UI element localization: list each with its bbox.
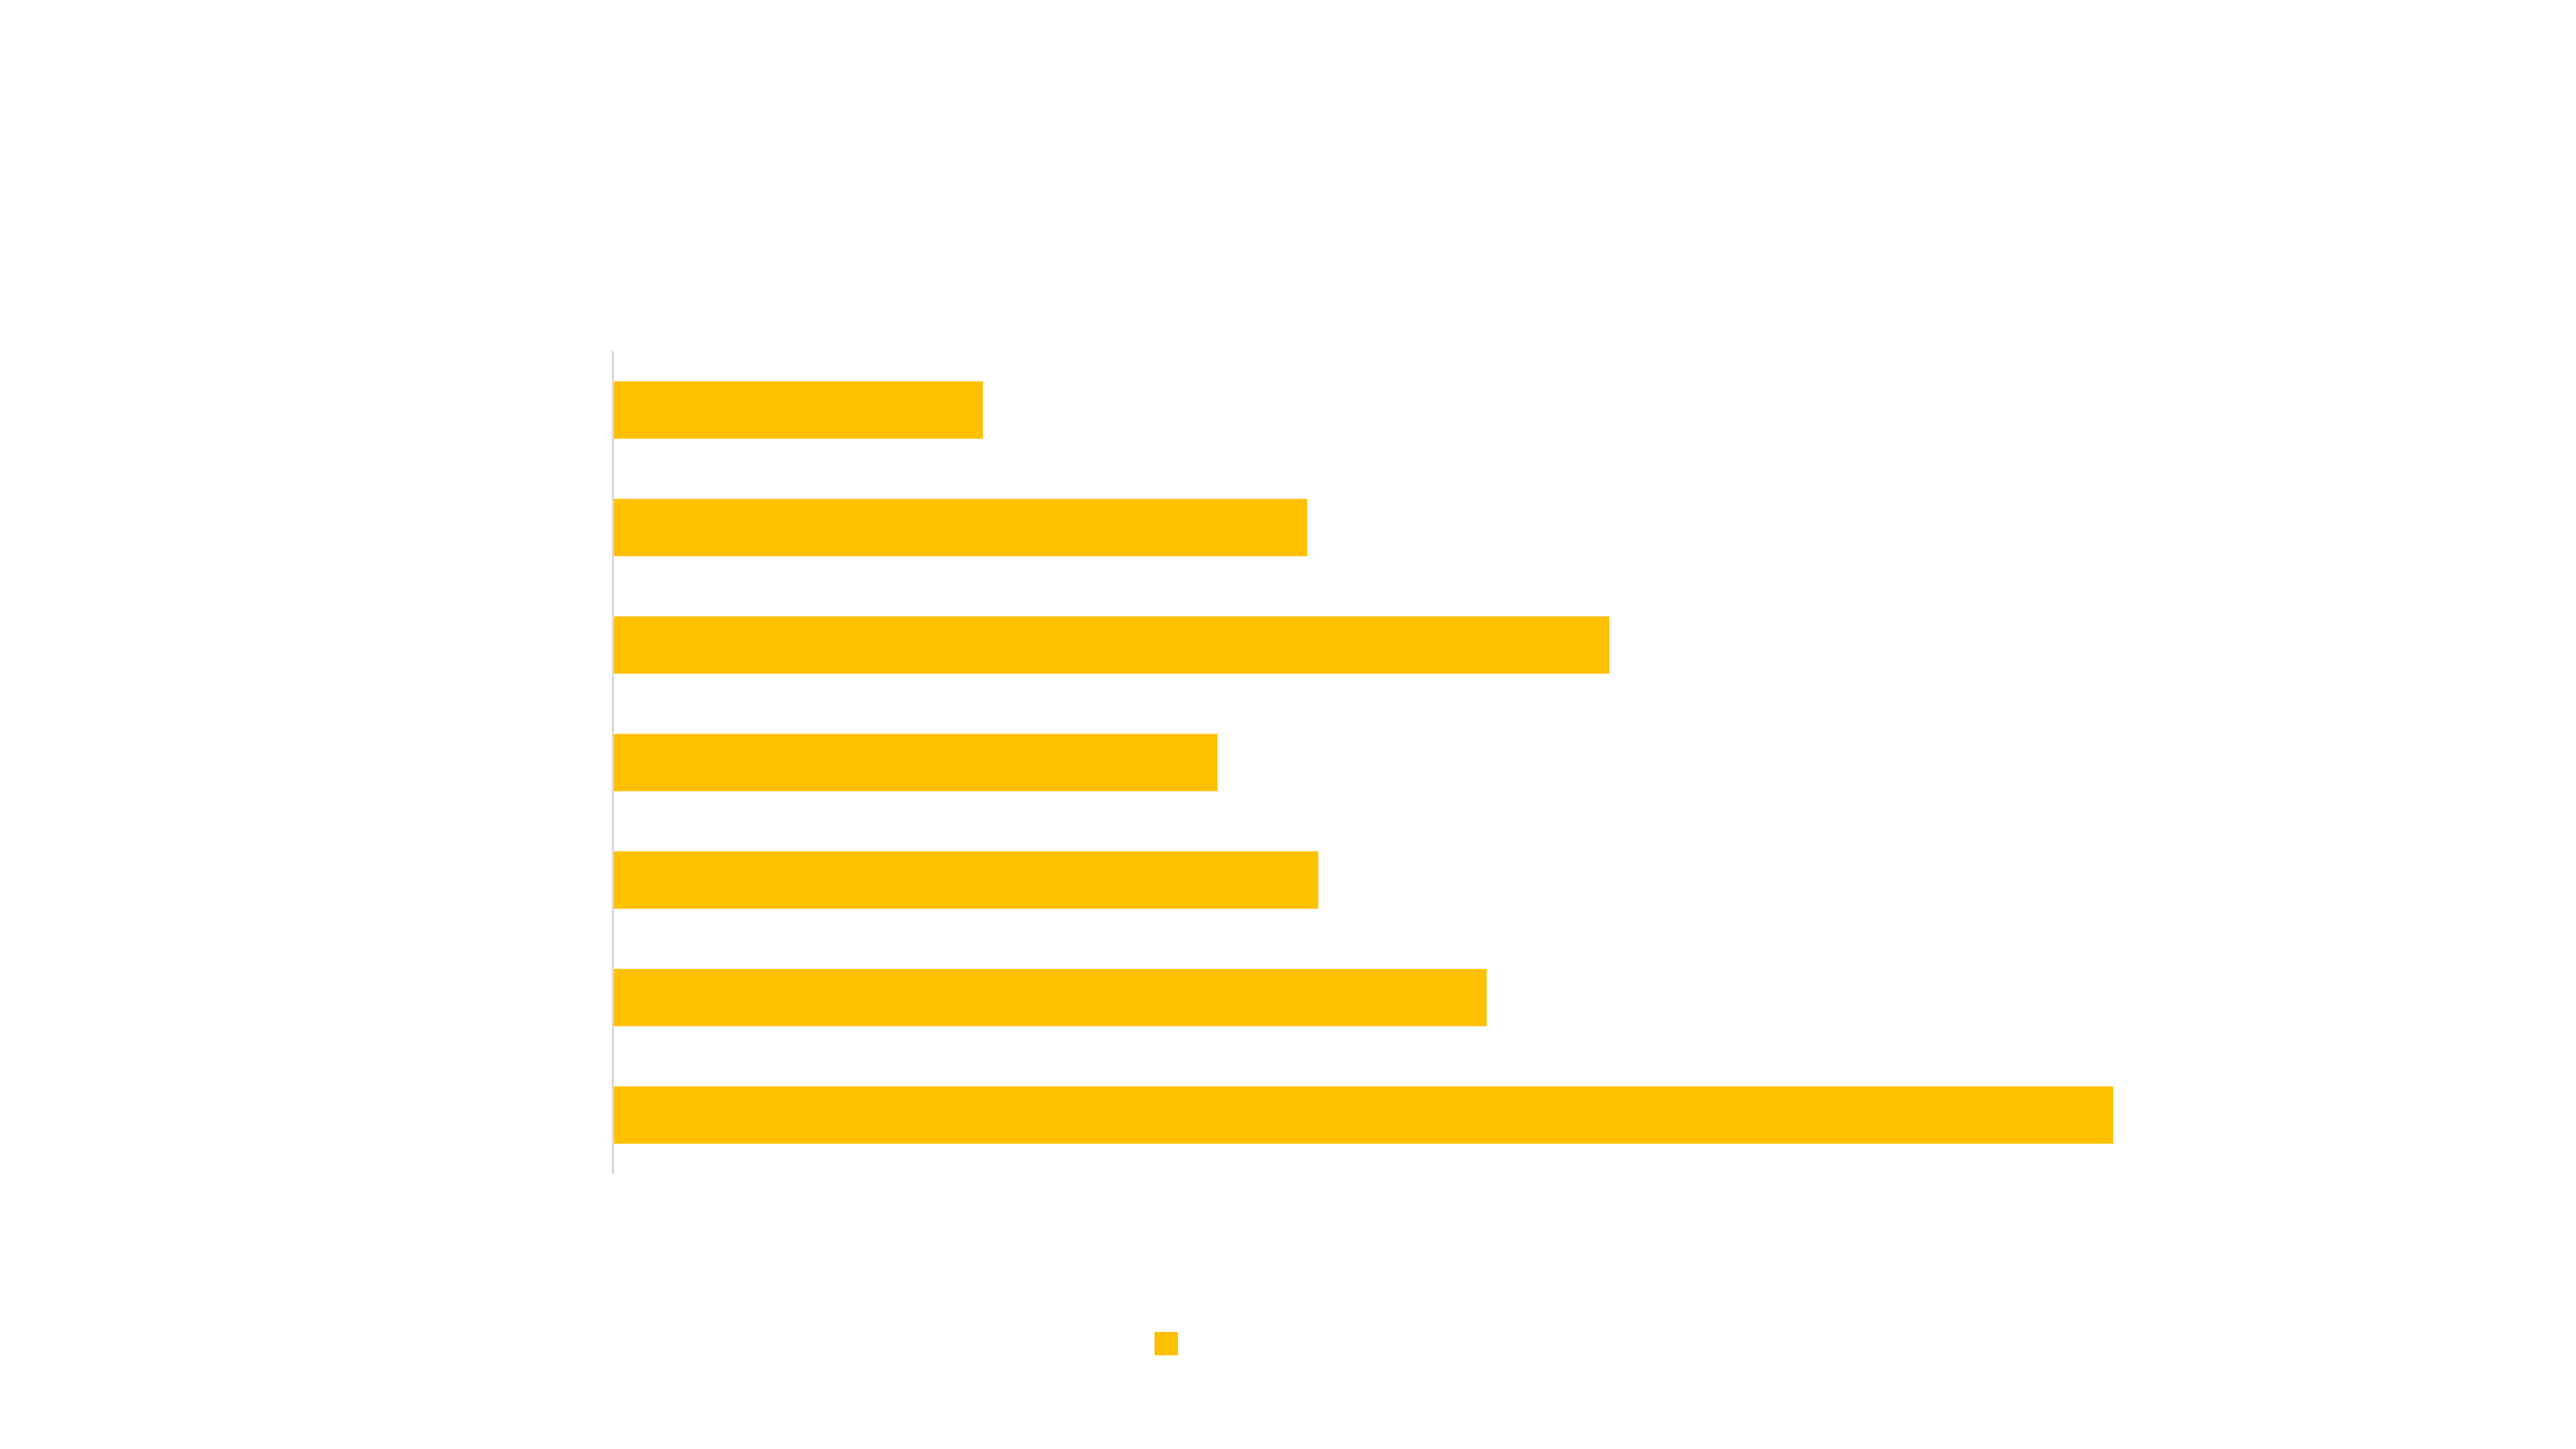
- legend-swatch: [1155, 1332, 1178, 1355]
- bar-3: [613, 616, 1610, 674]
- bar-1: [613, 381, 983, 439]
- bars-layer: [613, 381, 2113, 1144]
- bar-2: [613, 499, 1307, 557]
- bar-7: [613, 1086, 2113, 1144]
- bar-5: [613, 851, 1318, 909]
- bar-4: [613, 734, 1218, 792]
- bar-6: [613, 968, 1487, 1026]
- legend: [1155, 1332, 1178, 1355]
